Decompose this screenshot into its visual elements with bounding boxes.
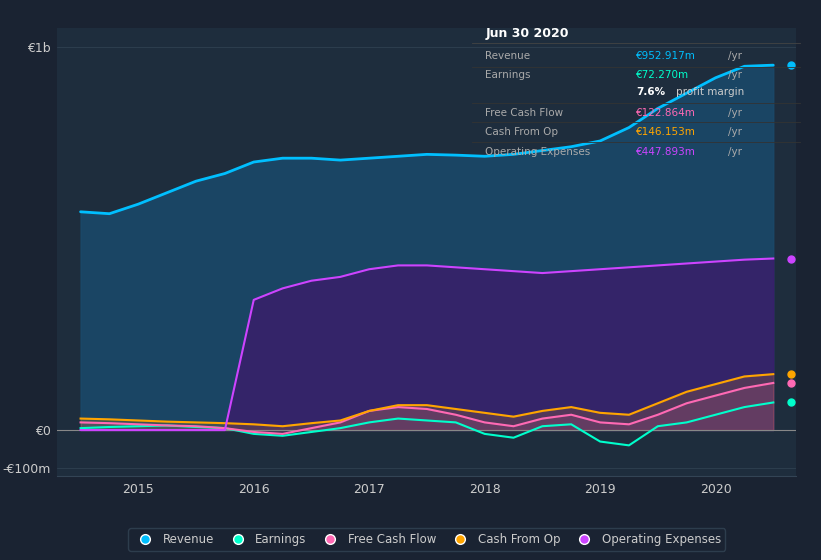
Text: Free Cash Flow: Free Cash Flow [485,108,563,118]
Text: Cash From Op: Cash From Op [485,127,558,137]
Legend: Revenue, Earnings, Free Cash Flow, Cash From Op, Operating Expenses: Revenue, Earnings, Free Cash Flow, Cash … [128,528,726,550]
Text: €122.864m: €122.864m [636,108,696,118]
Text: €952.917m: €952.917m [636,51,696,61]
Text: Revenue: Revenue [485,51,530,61]
Text: €72.270m: €72.270m [636,70,690,80]
Text: /yr: /yr [728,108,742,118]
Text: /yr: /yr [728,127,742,137]
Text: Operating Expenses: Operating Expenses [485,147,590,157]
Text: €447.893m: €447.893m [636,147,696,157]
Text: profit margin: profit margin [676,86,744,96]
Text: /yr: /yr [728,51,742,61]
Text: /yr: /yr [728,70,742,80]
Text: 7.6%: 7.6% [636,86,665,96]
Text: /yr: /yr [728,147,742,157]
Text: Jun 30 2020: Jun 30 2020 [485,26,569,40]
Text: Earnings: Earnings [485,70,530,80]
Text: €146.153m: €146.153m [636,127,696,137]
